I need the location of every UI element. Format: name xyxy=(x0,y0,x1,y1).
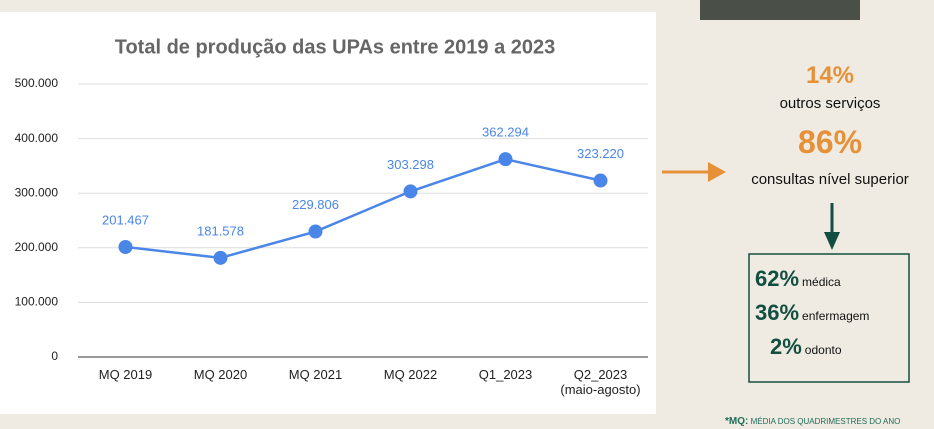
value-label: 303.298 xyxy=(387,157,434,172)
y-tick-label: 200.000 xyxy=(15,240,59,254)
chart-panel xyxy=(0,12,656,414)
label: médica xyxy=(802,275,841,289)
share-other-label: outros serviços xyxy=(730,95,930,112)
footnote-key: *MQ: xyxy=(725,416,748,427)
breakdown-row: 36%enfermagem xyxy=(755,300,869,326)
pct: 62% xyxy=(755,266,799,291)
point xyxy=(119,240,133,254)
value-label: 323.220 xyxy=(577,146,624,161)
chart-title: Total de produção das UPAs entre 2019 a … xyxy=(115,36,556,58)
share-consult: 86% xyxy=(730,124,930,161)
y-tick-label: 0 xyxy=(51,349,58,363)
breakdown-row: 62%médica xyxy=(755,266,841,292)
y-tick-label: 400.000 xyxy=(15,131,59,145)
x-tick-label: Q2_2023 (maio-agosto) xyxy=(546,367,656,397)
label: enfermagem xyxy=(802,309,869,323)
pct: 36% xyxy=(755,300,799,325)
arrow-head xyxy=(824,232,840,250)
value-label: 181.578 xyxy=(197,223,244,238)
share-other: 14% xyxy=(730,62,930,90)
footnote: *MQ: MÉDIA DOS QUADRIMESTRES DO ANO xyxy=(725,416,934,427)
point xyxy=(214,251,228,265)
slide: Total de produção das UPAs entre 2019 a … xyxy=(0,0,934,429)
value-label: 362.294 xyxy=(482,125,529,140)
share-consult-label: consultas nível superior xyxy=(730,171,930,188)
footnote-text: MÉDIA DOS QUADRIMESTRES DO ANO xyxy=(751,417,901,426)
point xyxy=(499,152,513,166)
x-tick-label: MQ 2021 xyxy=(261,367,371,382)
x-tick-label: MQ 2019 xyxy=(71,367,181,382)
arrow-head xyxy=(708,162,726,182)
breakdown-row: 2%odonto xyxy=(770,334,842,360)
point xyxy=(309,225,323,239)
point xyxy=(594,174,608,188)
value-label: 229.806 xyxy=(292,197,339,212)
y-tick-label: 500.000 xyxy=(15,76,59,90)
pct: 2% xyxy=(770,334,802,359)
label: odonto xyxy=(805,343,842,357)
x-tick-label: MQ 2020 xyxy=(166,367,276,382)
y-tick-label: 100.000 xyxy=(15,295,59,309)
y-tick-label: 300.000 xyxy=(15,185,59,199)
value-label: 201.467 xyxy=(102,212,149,227)
photo xyxy=(700,0,860,20)
x-tick-label: Q1_2023 xyxy=(451,367,561,382)
x-tick-label: MQ 2022 xyxy=(356,367,466,382)
point xyxy=(404,184,418,198)
